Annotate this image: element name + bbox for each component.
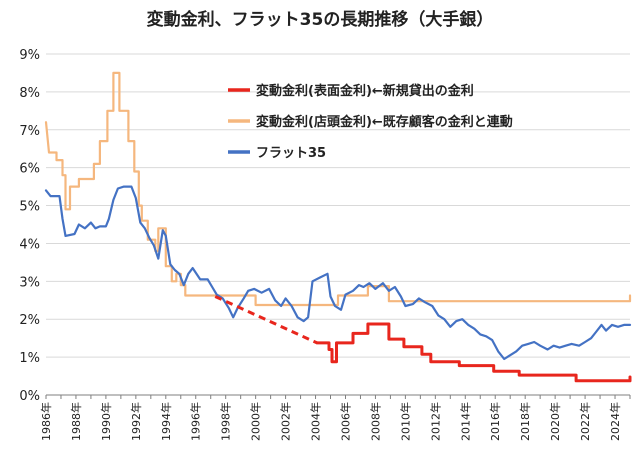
y-tick-label: 8% [19,86,40,101]
grid-lines [46,53,630,358]
x-tick-label: 2006年 [338,402,352,441]
x-tick-label: 2000年 [249,402,263,441]
y-tick-label: 4% [19,237,40,252]
axes: 0% 1% 2% 3% 4% 5% 6% 7% 8% 9% 1986年 1988年 1990年 1992年… [19,48,631,441]
legend-label: 変動金利(店頭金利)←既存顧客の金利と連動 [256,114,513,130]
x-tick-label: 2018年 [518,402,532,441]
x-tick-label: 2016年 [488,402,502,441]
dashed-connector [214,295,318,345]
y-tick-label: 5% [19,200,40,215]
series-line-variable-standard [44,71,632,307]
x-tick-label: 1994年 [159,402,173,441]
series-line-variable-new [315,322,632,383]
x-tick-label: 2012年 [428,402,442,441]
x-tick-label: 2010年 [398,402,412,441]
x-tick-label: 1998年 [219,402,233,441]
x-tick-label: 1996年 [189,402,203,441]
x-tick-label: 2002年 [279,402,293,441]
x-tick-label: 2022年 [578,402,592,441]
y-tick-label: 3% [19,275,40,290]
series-lines [44,71,632,383]
y-tick-label: 9% [19,48,40,63]
x-tick-label: 2008年 [368,402,382,441]
x-tick-label: 2004年 [309,402,323,441]
x-tick-label: 1990年 [99,402,113,441]
x-tick-label: 1988年 [69,402,83,441]
x-tick-label: 2024年 [608,402,622,441]
chart-title: 変動金利、フラット35の長期推移（大手銀） [147,9,494,30]
y-tick-label: 6% [19,162,40,177]
y-tick-label: 1% [19,351,40,366]
x-tick-label: 1986年 [39,402,53,441]
x-tick-label: 1992年 [129,402,143,441]
legend-label: 変動金利(表面金利)←新規貸出の金利 [256,83,474,99]
y-tick-label: 2% [19,313,40,328]
legend-label: フラット35 [256,146,326,161]
y-tick-label: 0% [19,389,40,404]
series-line-flat35 [44,185,632,361]
x-tick-label: 2014年 [458,402,472,441]
x-tick-label: 2020年 [548,402,562,441]
y-tick-label: 7% [19,124,40,139]
legend: 変動金利(表面金利)←新規貸出の金利変動金利(店頭金利)←既存顧客の金利と連動フ… [228,83,513,161]
